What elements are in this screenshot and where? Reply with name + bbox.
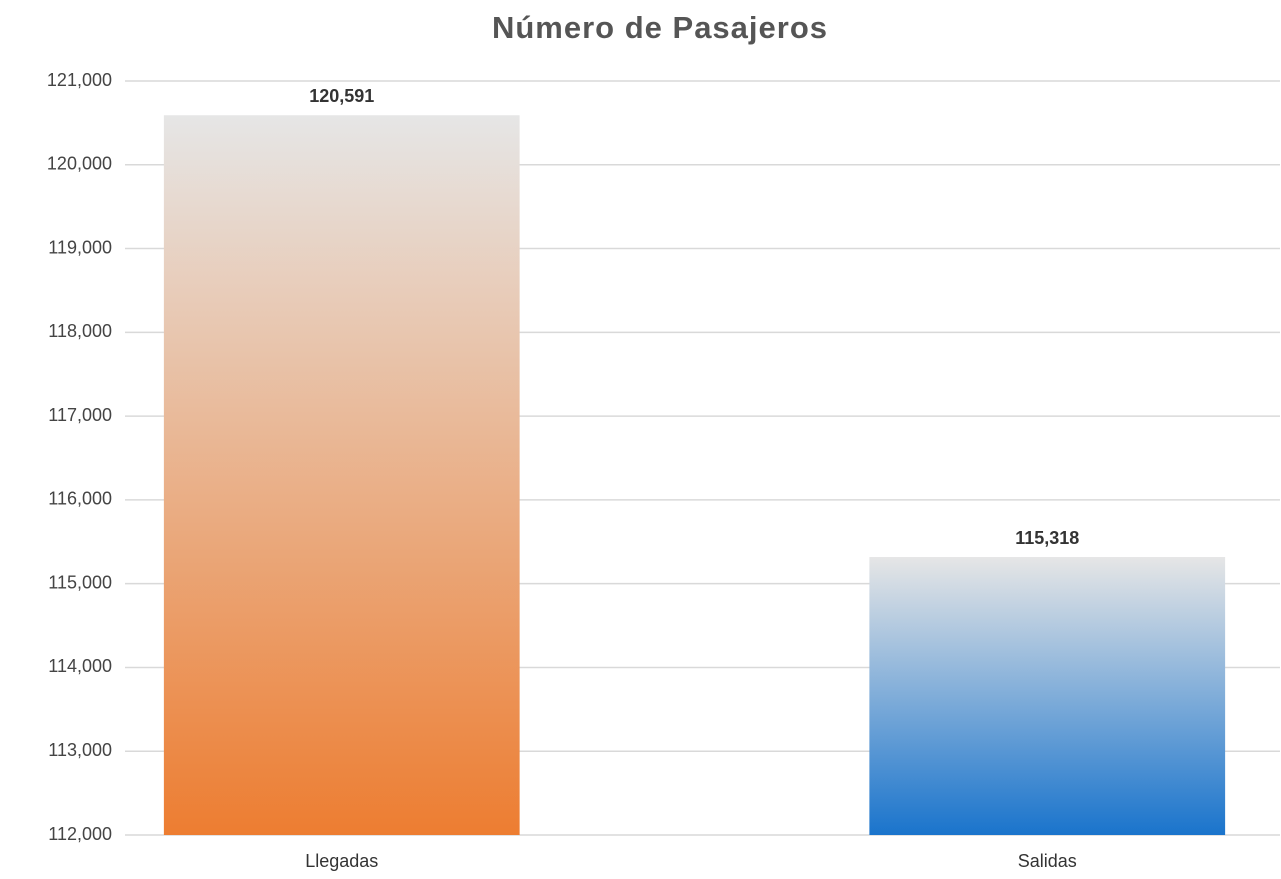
y-tick-label: 112,000 bbox=[48, 824, 112, 844]
y-tick-label: 114,000 bbox=[48, 656, 112, 676]
y-tick-label: 116,000 bbox=[48, 489, 112, 509]
bar bbox=[869, 557, 1226, 835]
y-tick-label: 113,000 bbox=[48, 740, 112, 760]
y-tick-label: 121,000 bbox=[47, 70, 112, 90]
value-label: 115,318 bbox=[1015, 528, 1079, 548]
x-tick-label: Llegadas bbox=[305, 851, 378, 871]
y-tick-label: 118,000 bbox=[48, 321, 112, 341]
y-tick-label: 120,000 bbox=[47, 154, 112, 174]
chart-title: Número de Pasajeros bbox=[492, 10, 828, 45]
y-tick-label: 119,000 bbox=[48, 237, 112, 257]
bar bbox=[163, 115, 520, 835]
y-tick-label: 117,000 bbox=[48, 405, 112, 425]
x-tick-label: Salidas bbox=[1018, 851, 1077, 871]
value-label: 120,591 bbox=[309, 86, 374, 106]
y-tick-label: 115,000 bbox=[48, 572, 112, 592]
